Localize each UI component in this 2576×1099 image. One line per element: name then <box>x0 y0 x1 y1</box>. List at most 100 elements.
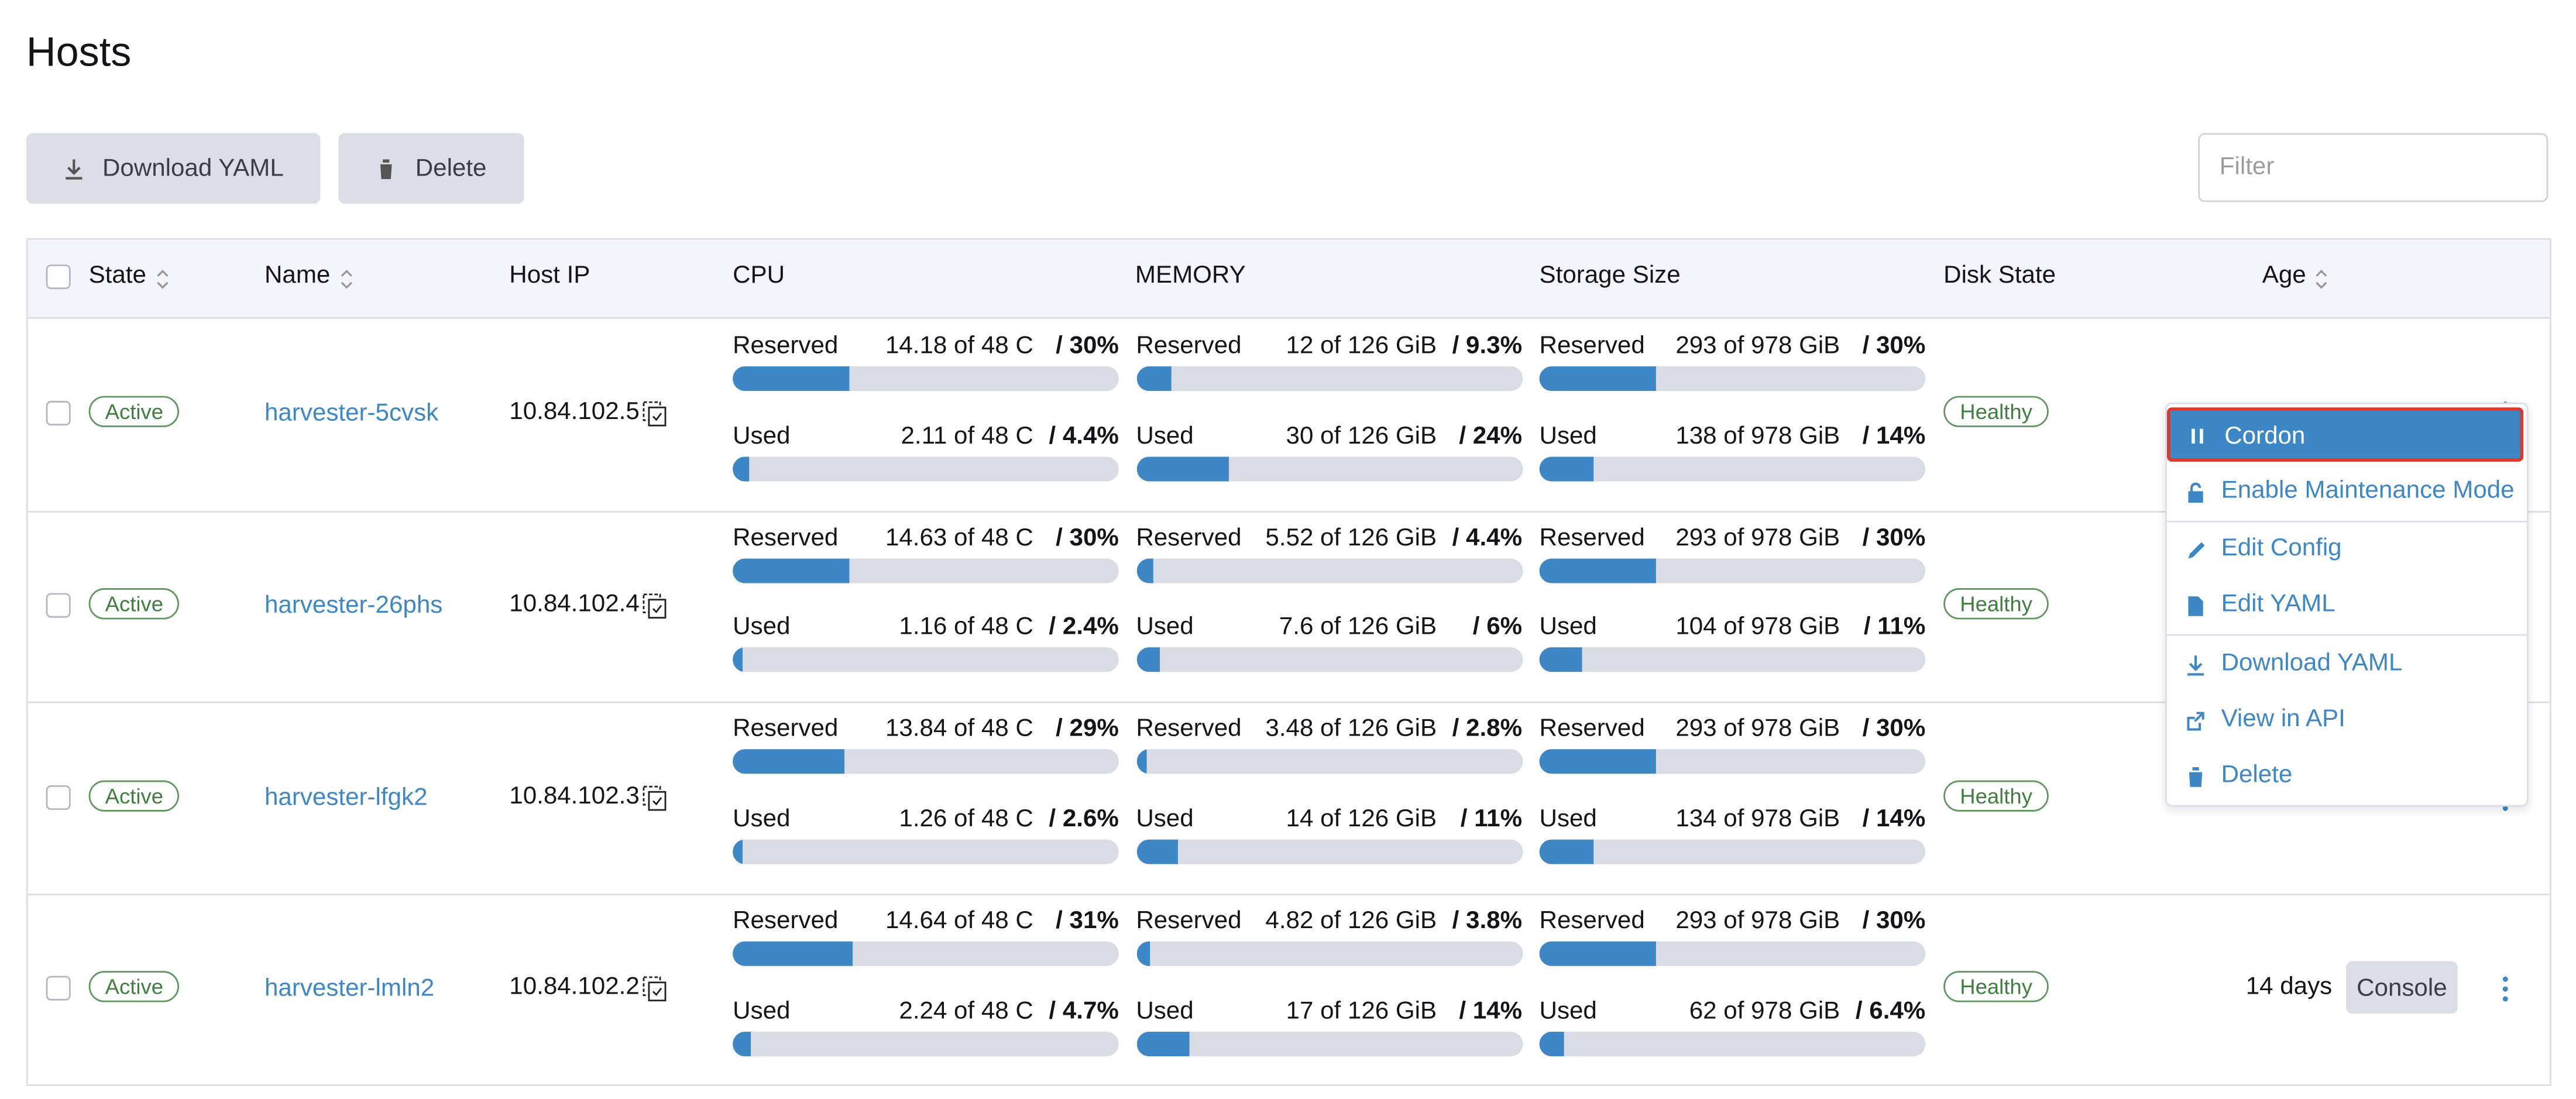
metric-amount: 1.16 of 48 C <box>899 613 1033 641</box>
menu-item[interactable]: View in API <box>2167 692 2529 747</box>
usage-bar <box>733 647 742 672</box>
host-name-link[interactable]: harvester-lfgk2 <box>264 783 428 812</box>
state-badge: Active <box>88 971 180 1003</box>
metric-amount: 13.84 of 48 C <box>885 715 1033 744</box>
metric-amount: 134 of 978 GiB <box>1675 805 1840 833</box>
metric-percent: / 24% <box>1459 421 1523 449</box>
sort-icon-svg <box>157 269 169 289</box>
checkbox[interactable] <box>46 264 71 290</box>
copy-icon-svg <box>643 593 667 619</box>
metric-percent: / 11% <box>1460 805 1523 833</box>
metric-percent: / 6.4% <box>1855 996 1926 1025</box>
metric-percent: / 6% <box>1472 613 1523 641</box>
usage-track <box>1539 941 1926 967</box>
copy-icon-svg <box>643 785 667 810</box>
menu-icon-svg <box>2188 482 2203 503</box>
metric-amount: 14 of 126 GiB <box>1286 805 1437 833</box>
metric-percent: / 14% <box>1862 805 1926 833</box>
host-name-link[interactable]: harvester-5cvsk <box>264 400 439 428</box>
button-label: Delete <box>415 154 487 183</box>
sort-icon-svg <box>2316 269 2327 289</box>
metric-label: Used <box>1136 805 1194 833</box>
checkbox[interactable] <box>46 401 71 427</box>
usage-track <box>1539 1031 1926 1056</box>
menu-item[interactable]: Download YAML <box>2167 636 2529 691</box>
menu-item[interactable]: Edit Config <box>2167 521 2529 576</box>
console-button[interactable]: Console <box>2345 961 2458 1015</box>
column-header[interactable]: State <box>88 261 146 290</box>
sort-icon <box>340 268 353 296</box>
copy-icon <box>643 593 667 626</box>
filter-input[interactable]: Filter <box>2198 133 2548 202</box>
checkbox[interactable] <box>46 976 71 1001</box>
download-yaml-button[interactable]: Download YAML <box>26 133 321 204</box>
page-title: Hosts <box>26 29 132 76</box>
metric-label: Reserved <box>1539 715 1645 744</box>
menu-icon <box>2185 595 2206 624</box>
copy-icon-svg <box>643 977 667 1002</box>
usage-bar <box>1539 1031 1564 1056</box>
usage-bar <box>733 941 853 967</box>
metric-label: Reserved <box>733 523 839 552</box>
usage-track <box>733 366 1119 391</box>
usage-bar <box>733 456 750 481</box>
sort-icon-svg <box>341 269 352 289</box>
menu-item[interactable]: Cordon <box>2166 407 2524 462</box>
host-name-link[interactable]: harvester-26phs <box>264 591 443 620</box>
menu-item[interactable]: Edit YAML <box>2167 576 2529 632</box>
metric-amount: 30 of 126 GiB <box>1286 421 1437 449</box>
column-header[interactable]: Age <box>2262 261 2306 290</box>
menu-item[interactable]: Delete <box>2167 747 2529 803</box>
menu-icon-svg <box>2186 767 2205 787</box>
metric-percent: / 4.7% <box>1049 996 1119 1025</box>
usage-bar <box>1539 366 1655 391</box>
menu-label: Enable Maintenance Mode <box>2221 476 2515 504</box>
metric-label: Used <box>733 613 791 641</box>
host-name-link[interactable]: harvester-lmln2 <box>264 975 435 1003</box>
usage-track <box>1136 1031 1523 1056</box>
delete-button[interactable]: Delete <box>338 133 524 204</box>
metric-percent: / 2.4% <box>1049 613 1119 641</box>
usage-track <box>1539 558 1926 583</box>
state-badge: Active <box>88 396 180 428</box>
usage-track <box>1539 647 1926 672</box>
checkbox[interactable] <box>46 593 71 618</box>
menu-icon-svg <box>2188 596 2203 616</box>
table-row: Active harvester-lmln2 10.84.102.2 Reserved… <box>28 894 2550 1086</box>
metric-label: Used <box>1539 996 1597 1025</box>
metric-percent: / 29% <box>1056 715 1119 744</box>
usage-track <box>733 647 1119 672</box>
trash-icon <box>377 158 394 178</box>
menu-icon <box>2185 539 2206 569</box>
usage-track <box>733 839 1119 864</box>
metric-label: Reserved <box>1539 523 1645 552</box>
menu-icon <box>2185 710 2206 740</box>
usage-bar <box>1539 839 1593 864</box>
metric-amount: 293 of 978 GiB <box>1675 715 1840 744</box>
copy-icon-svg <box>643 401 667 427</box>
metric-label: Used <box>733 421 791 449</box>
usage-track <box>1136 647 1523 672</box>
metric-label: Reserved <box>733 332 839 360</box>
disk-state-badge: Healthy <box>1943 588 2049 620</box>
metric-amount: 3.48 of 126 GiB <box>1265 715 1437 744</box>
usage-track <box>733 558 1119 583</box>
disk-state-badge: Healthy <box>1943 396 2049 428</box>
menu-item[interactable]: Enable Maintenance Mode <box>2167 463 2529 519</box>
menu-label: Delete <box>2221 760 2293 789</box>
metric-amount: 2.24 of 48 C <box>899 996 1033 1025</box>
menu-divider <box>2166 634 2527 636</box>
column-header[interactable]: Name <box>264 261 331 290</box>
column-header: Host IP <box>509 261 590 290</box>
metric-percent: / 30% <box>1862 906 1926 935</box>
column-header: MEMORY <box>1135 261 1246 290</box>
action-menu: Cordon Enable Maintenance Mode Edit Config… <box>2165 402 2529 807</box>
metric-label: Used <box>733 805 791 833</box>
metric-percent: / 4.4% <box>1452 523 1523 552</box>
metric-percent: / 11% <box>1863 613 1926 641</box>
menu-icon-svg <box>2187 655 2204 676</box>
usage-bar <box>1136 1031 1190 1056</box>
checkbox[interactable] <box>46 785 71 810</box>
metric-label: Reserved <box>1136 523 1242 552</box>
